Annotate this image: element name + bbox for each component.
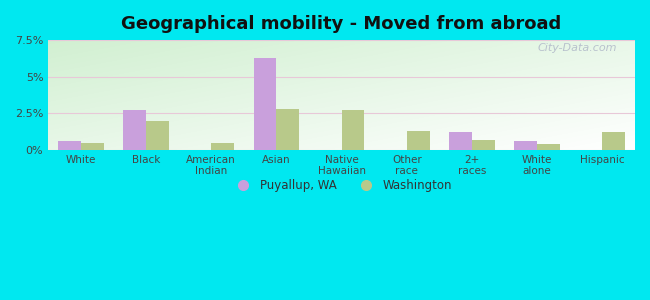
Bar xyxy=(211,143,234,150)
Bar xyxy=(146,121,169,150)
Bar xyxy=(603,132,625,150)
Bar xyxy=(342,110,365,150)
Bar xyxy=(537,144,560,150)
Text: City-Data.com: City-Data.com xyxy=(538,44,617,53)
Title: Geographical mobility - Moved from abroad: Geographical mobility - Moved from abroa… xyxy=(122,15,562,33)
Bar xyxy=(407,131,430,150)
Bar xyxy=(81,143,103,150)
Legend: Puyallup, WA, Washington: Puyallup, WA, Washington xyxy=(227,174,457,197)
Bar xyxy=(449,132,472,150)
Bar xyxy=(276,109,299,150)
Bar xyxy=(472,140,495,150)
Bar xyxy=(124,110,146,150)
Bar xyxy=(514,141,537,150)
Bar xyxy=(254,58,276,150)
Bar xyxy=(58,141,81,150)
